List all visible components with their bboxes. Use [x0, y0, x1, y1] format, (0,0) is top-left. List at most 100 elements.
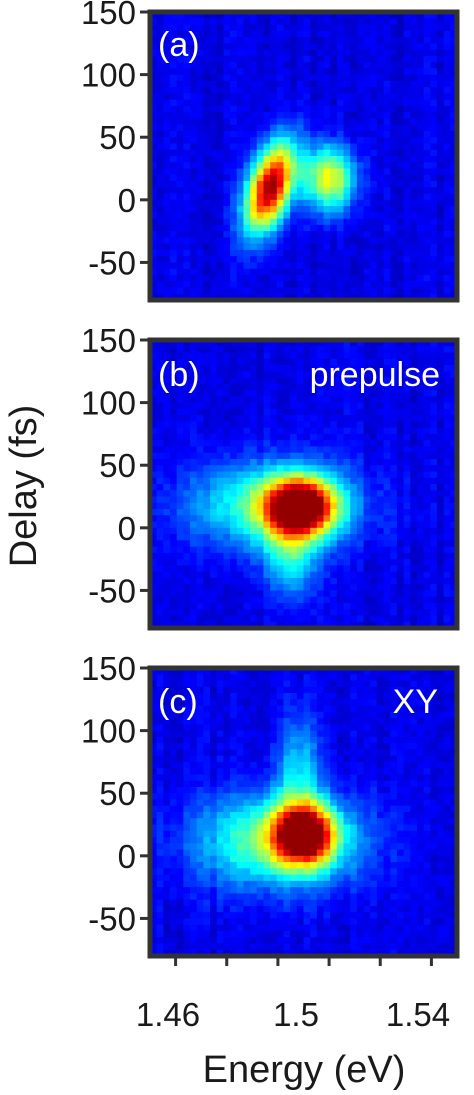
- heatmap-cell: [223, 490, 231, 498]
- heatmap-cell: [210, 105, 218, 113]
- heatmap-cell: [216, 590, 225, 598]
- heatmap-cell: [163, 686, 171, 694]
- heatmap-cell: [176, 396, 184, 404]
- heatmap-cell: [383, 199, 391, 207]
- heatmap-cell: [423, 43, 431, 51]
- heatmap-cell: [436, 377, 445, 385]
- heatmap-cell: [363, 402, 371, 410]
- heatmap-cell: [423, 534, 431, 541]
- heatmap-cell: [390, 484, 398, 491]
- heatmap-cell: [183, 674, 191, 682]
- heatmap-cell: [276, 577, 285, 585]
- heatmap-cell: [390, 43, 398, 51]
- heatmap-cell: [203, 80, 211, 88]
- heatmap-cell: [203, 206, 211, 213]
- heatmap-cell: [330, 187, 338, 195]
- heatmap-cell: [236, 693, 245, 700]
- heatmap-cell: [210, 668, 218, 675]
- heatmap-cell: [170, 93, 178, 101]
- heatmap-cell: [276, 377, 285, 385]
- heatmap-cell: [303, 293, 311, 300]
- heatmap-cell: [336, 68, 345, 76]
- heatmap-cell: [436, 540, 445, 548]
- heatmap-cell: [170, 243, 178, 251]
- heatmap-cell: [243, 552, 251, 560]
- heatmap-cell: [396, 458, 405, 466]
- heatmap-cell: [343, 181, 351, 188]
- heatmap-cell: [230, 377, 238, 385]
- heatmap-cell: [336, 62, 345, 69]
- heatmap-cell: [423, 137, 431, 145]
- heatmap-cell: [170, 37, 178, 44]
- heatmap-cell: [276, 143, 285, 151]
- heatmap-cell: [296, 749, 305, 757]
- heatmap-cell: [270, 596, 278, 604]
- heatmap-cell: [416, 609, 425, 617]
- heatmap-cell: [150, 130, 158, 138]
- heatmap-cell: [223, 212, 231, 220]
- heatmap-cell: [190, 365, 198, 372]
- heatmap-cell: [310, 693, 318, 700]
- heatmap-cell: [403, 243, 411, 251]
- heatmap-cell: [323, 87, 331, 94]
- heatmap-cell: [216, 118, 225, 126]
- heatmap-cell: [236, 502, 245, 510]
- heatmap-cell: [330, 534, 338, 541]
- heatmap-cell: [283, 24, 291, 32]
- heatmap-cell: [183, 274, 191, 282]
- heatmap-cell: [350, 293, 358, 300]
- heatmap-cell: [403, 130, 411, 138]
- heatmap-cell: [243, 755, 251, 763]
- heatmap-cell: [436, 440, 445, 448]
- heatmap-cell: [276, 37, 285, 44]
- heatmap-cell: [230, 49, 238, 57]
- heatmap-cell: [270, 193, 278, 201]
- heatmap-cell: [216, 402, 225, 410]
- heatmap-cell: [390, 749, 398, 757]
- heatmap-cell: [430, 736, 438, 744]
- heatmap-cell: [323, 105, 331, 113]
- heatmap-cell: [230, 206, 238, 213]
- heatmap-cell: [303, 87, 311, 94]
- y-tick-label: 150: [81, 322, 136, 359]
- heatmap-cell: [423, 243, 431, 251]
- heatmap-cell: [203, 540, 211, 548]
- heatmap-cell: [330, 49, 338, 57]
- heatmap-cell: [156, 18, 164, 26]
- heatmap-cell: [436, 293, 445, 300]
- heatmap-cell: [230, 262, 238, 270]
- heatmap-cell: [410, 293, 418, 300]
- heatmap-cell: [450, 55, 457, 63]
- heatmap-cell: [350, 452, 358, 460]
- heatmap-cell: [403, 187, 411, 195]
- heatmap-cell: [283, 440, 291, 448]
- heatmap-cell: [390, 571, 398, 579]
- heatmap-cell: [436, 55, 445, 63]
- heatmap-cell: [363, 711, 371, 719]
- heatmap-cell: [263, 433, 271, 441]
- heatmap-cell: [330, 668, 338, 675]
- heatmap-cell: [310, 502, 318, 510]
- heatmap-cell: [183, 408, 191, 416]
- heatmap-cell: [190, 484, 198, 491]
- heatmap-cell: [383, 130, 391, 138]
- heatmap-cell: [443, 390, 451, 397]
- heatmap-cell: [303, 43, 311, 51]
- heatmap-cell: [243, 249, 251, 257]
- heatmap-cell: [150, 540, 158, 548]
- heatmap-cell: [263, 515, 271, 523]
- heatmap-cell: [236, 43, 245, 51]
- heatmap-cell: [283, 43, 291, 51]
- heatmap-cell: [216, 18, 225, 26]
- heatmap-cell: [316, 143, 325, 151]
- heatmap-cell: [196, 471, 204, 479]
- heatmap-cell: [430, 12, 438, 19]
- heatmap-cell: [223, 515, 231, 523]
- heatmap-cell: [256, 87, 265, 94]
- heatmap-cell: [416, 218, 425, 226]
- heatmap-cell: [410, 149, 418, 157]
- heatmap-cell: [403, 699, 411, 707]
- heatmap-cell: [310, 515, 318, 523]
- heatmap-cell: [303, 124, 311, 132]
- heatmap-cell: [276, 12, 285, 19]
